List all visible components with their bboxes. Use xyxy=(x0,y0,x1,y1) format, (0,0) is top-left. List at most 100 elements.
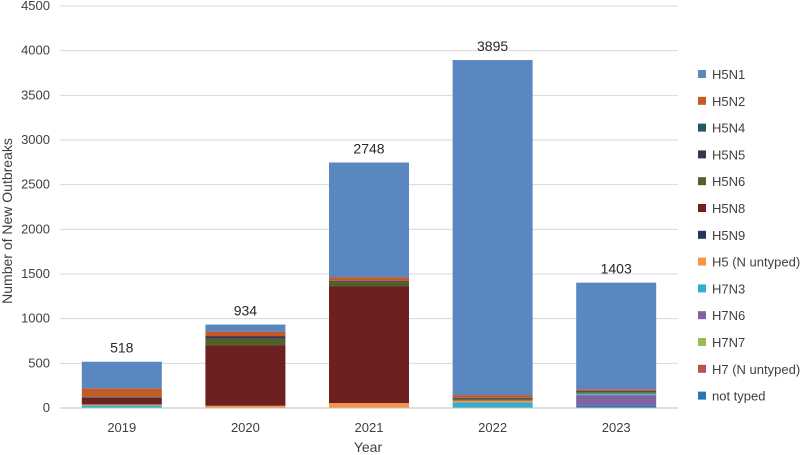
legend-item: H5N9 xyxy=(698,228,745,243)
legend-item: H7N3 xyxy=(698,281,745,296)
bar-segment-h5n2-2019 xyxy=(81,388,162,397)
y-tick-label: 2000 xyxy=(21,221,50,236)
legend-item: H7N6 xyxy=(698,308,745,323)
bar-stack-2020 xyxy=(205,324,286,408)
x-tick-label: 2021 xyxy=(355,420,384,435)
bar-segment-h5n5-2021 xyxy=(329,281,409,283)
bar-segment-h5-n-untyped--2020 xyxy=(205,405,286,408)
y-tick-label: 2500 xyxy=(21,177,50,192)
bar-segment-h7n3-2019 xyxy=(81,405,162,408)
legend-label: H5N2 xyxy=(712,94,745,109)
legend-item: H5 (N untyped) xyxy=(698,255,800,270)
legend: H5N1 H5N2 H5N4 H5N5 H5N6 H5N8 H5N9 H5 (N untype… xyxy=(698,67,800,404)
y-tick-label: 3500 xyxy=(21,87,50,102)
legend-item: H5N6 xyxy=(698,174,745,189)
bar-segment-h5-n-untyped--2019 xyxy=(81,404,162,406)
legend-swatch xyxy=(698,338,706,346)
legend-label: H5N1 xyxy=(712,67,745,82)
x-tick-label: 2023 xyxy=(602,420,631,435)
bar-segment-h7n6-2023 xyxy=(576,395,657,406)
bar-segment-h5n1-2022 xyxy=(452,60,533,396)
legend-swatch xyxy=(698,204,706,212)
y-tick-label: 500 xyxy=(28,355,50,370)
legend-swatch xyxy=(698,123,706,132)
bar-segment-h5n6-2021 xyxy=(329,282,409,287)
legend-item: H5N8 xyxy=(698,201,745,216)
bar-segment-h5n6-2022 xyxy=(452,399,533,400)
legend-swatch xyxy=(698,364,706,373)
legend-label: H5N4 xyxy=(712,121,745,136)
legend-swatch xyxy=(698,391,706,400)
bar-segment-h5n5-2022 xyxy=(452,398,533,400)
legend-label: H7N3 xyxy=(712,281,745,296)
legend-swatch xyxy=(698,311,706,320)
legend-item: H5N4 xyxy=(698,121,745,136)
y-tick-label: 4500 xyxy=(21,0,50,13)
bar-segment-h5n1-2019 xyxy=(81,361,162,389)
y-tick-label: 0 xyxy=(43,400,50,415)
bar-segment-h5n2-2022 xyxy=(452,395,533,398)
bar-segment-h5n2-2020 xyxy=(205,331,286,337)
bar-stack-2021 xyxy=(329,162,409,408)
bar-segment-h5n2-2023 xyxy=(576,389,657,392)
bar-stack-2022 xyxy=(452,60,533,408)
bar-segment-h5-n-untyped--2021 xyxy=(329,403,409,408)
legend-item: H5N5 xyxy=(698,147,745,162)
bar-segment-h5n6-2023 xyxy=(576,392,657,394)
bar-segment-h7n3-2023 xyxy=(576,394,657,396)
bar-stack-2023 xyxy=(576,282,657,408)
bar-segment-h5n1-2021 xyxy=(329,162,409,278)
legend-label: H5N8 xyxy=(712,201,745,216)
legend-label: H7 (N untyped) xyxy=(712,362,800,377)
legend-swatch xyxy=(698,230,706,239)
legend-item: H5N1 xyxy=(698,67,745,82)
bar-segment-h5n4-2023 xyxy=(576,391,657,393)
bar-segment-h5-n-untyped--2022 xyxy=(452,400,533,403)
bar-segment-h7n3-2022 xyxy=(452,402,533,408)
y-tick-label: 4000 xyxy=(21,43,50,58)
legend-swatch xyxy=(698,284,706,293)
x-tick-label: 2022 xyxy=(478,420,507,435)
legend-label: H5 (N untyped) xyxy=(712,255,800,270)
legend-item: H7N7 xyxy=(698,335,745,350)
bar-segment-h5n1-2023 xyxy=(576,282,657,390)
bar-segment-h5n8-2020 xyxy=(205,345,286,406)
total-label: 934 xyxy=(234,303,258,319)
bar-segment-h5n8-2019 xyxy=(81,397,162,405)
bars-group xyxy=(81,60,657,408)
legend-item: H7 (N untyped) xyxy=(698,362,800,377)
bar-segment-h5n6-2020 xyxy=(205,338,286,346)
axes: 0 500 1000 1500 2000 2500 3000 3500 4000 4500 2019… xyxy=(21,0,678,435)
bar-segment-h5n2-2021 xyxy=(329,277,409,281)
y-axis-title: Number of New Outbreaks xyxy=(0,138,15,304)
legend-label: H7N7 xyxy=(712,335,745,350)
y-tick-label: 1000 xyxy=(21,311,50,326)
legend-item: H5N2 xyxy=(698,94,745,109)
legend-swatch xyxy=(698,150,706,159)
legend-item: not typed xyxy=(698,389,766,404)
total-label: 3895 xyxy=(477,38,508,54)
legend-label: H5N6 xyxy=(712,174,745,189)
bar-segment-h5n8-2021 xyxy=(329,286,409,404)
legend-swatch xyxy=(698,70,706,78)
bar-segment-h5n6-2019 xyxy=(81,396,162,398)
legend-swatch xyxy=(698,96,706,105)
legend-label: not typed xyxy=(712,389,766,404)
y-tick-label: 1500 xyxy=(21,266,50,281)
total-label: 1403 xyxy=(601,261,632,277)
x-tick-label: 2019 xyxy=(107,420,136,435)
bar-stack-2019 xyxy=(81,361,162,408)
legend-swatch xyxy=(698,177,706,186)
bar-segment-h5n5-2020 xyxy=(205,336,286,339)
legend-label: H5N5 xyxy=(712,147,745,162)
bar-segment-not-typed-2023 xyxy=(576,405,657,408)
x-axis-title: Year xyxy=(354,439,383,455)
x-tick-label: 2020 xyxy=(231,420,260,435)
total-label: 2748 xyxy=(353,141,384,157)
total-label: 518 xyxy=(110,340,134,356)
bar-segment-h5n1-2020 xyxy=(205,324,286,332)
y-tick-label: 3000 xyxy=(21,132,50,147)
legend-label: H7N6 xyxy=(712,308,745,323)
total-labels: 518 934 2748 3895 1403 xyxy=(110,38,632,356)
